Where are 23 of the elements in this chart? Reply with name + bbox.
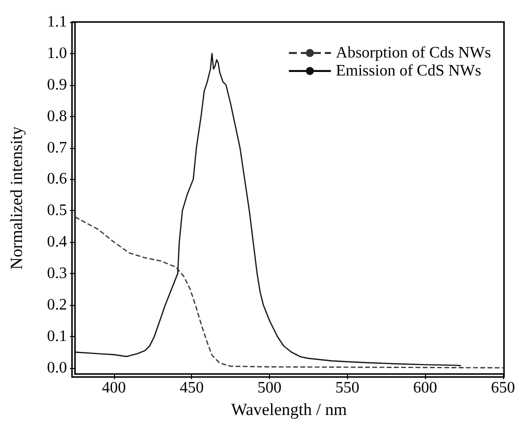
y-tick-label: 0.5	[47, 202, 67, 220]
y-tick-label: 0.0	[47, 359, 67, 376]
legend-label: Absorption of Cds NWs	[336, 44, 491, 62]
y-tick-label: 0.2	[47, 296, 67, 314]
x-tick-label: 550	[335, 380, 360, 397]
x-tick-label: 500	[258, 380, 282, 397]
y-axis-title: Normalized intensity	[7, 126, 26, 270]
y-tick-label: 0.8	[47, 108, 67, 125]
legend-label: Emission of CdS NWs	[336, 62, 482, 80]
y-tick-label: 0.3	[47, 265, 67, 282]
y-tick-label: 1.1	[47, 14, 67, 30]
x-tick-label: 400	[102, 380, 126, 397]
x-tick-label: 600	[413, 380, 438, 397]
y-tick-label: 1.0	[47, 44, 67, 62]
line-series	[74, 216, 504, 368]
y-tick-label: 0.4	[47, 234, 67, 251]
x-tick-label: 450	[180, 380, 204, 397]
y-tick-label: 0.6	[47, 170, 67, 188]
y-tick-label: 0.1	[47, 328, 67, 345]
y-tick-label: 0.7	[47, 139, 67, 156]
y-tick-label: 0.9	[47, 76, 67, 94]
x-axis-title: Wavelength / nm	[231, 400, 347, 419]
x-tick-label: 650	[491, 380, 515, 397]
